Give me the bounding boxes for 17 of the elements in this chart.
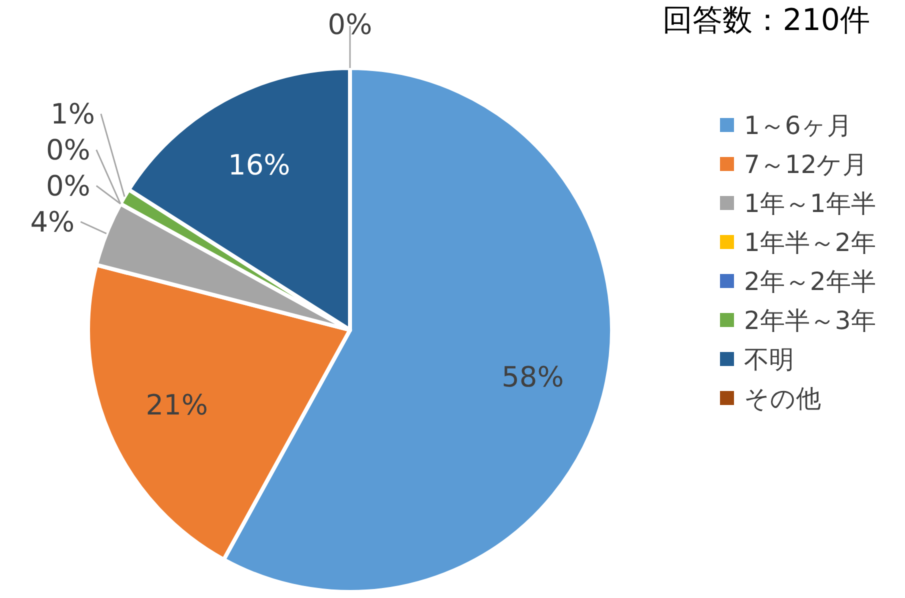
legend-label: その他 [744,384,821,413]
legend-label: 1～6ヶ月 [744,110,852,140]
text: 0% [46,134,90,167]
legend-label: 1年～1年半 [744,188,876,218]
legend-label: 7～12ケ月 [744,150,868,179]
legend-label: 不明 [744,344,794,374]
data-label: 4% [30,206,75,239]
chart-title: 回答数：210件 [662,3,870,38]
legend-label: 2年半～3年 [744,306,876,335]
legend-label: 2年～2年半 [744,266,876,296]
data-label: 1% [50,98,95,131]
data-label: 16% [228,148,290,182]
text: 0% [46,170,90,203]
text: 0% [328,8,372,41]
legend-label: 1年半～2年 [744,228,876,257]
data-label: 21% [146,388,208,422]
data-label: 58% [502,360,564,394]
